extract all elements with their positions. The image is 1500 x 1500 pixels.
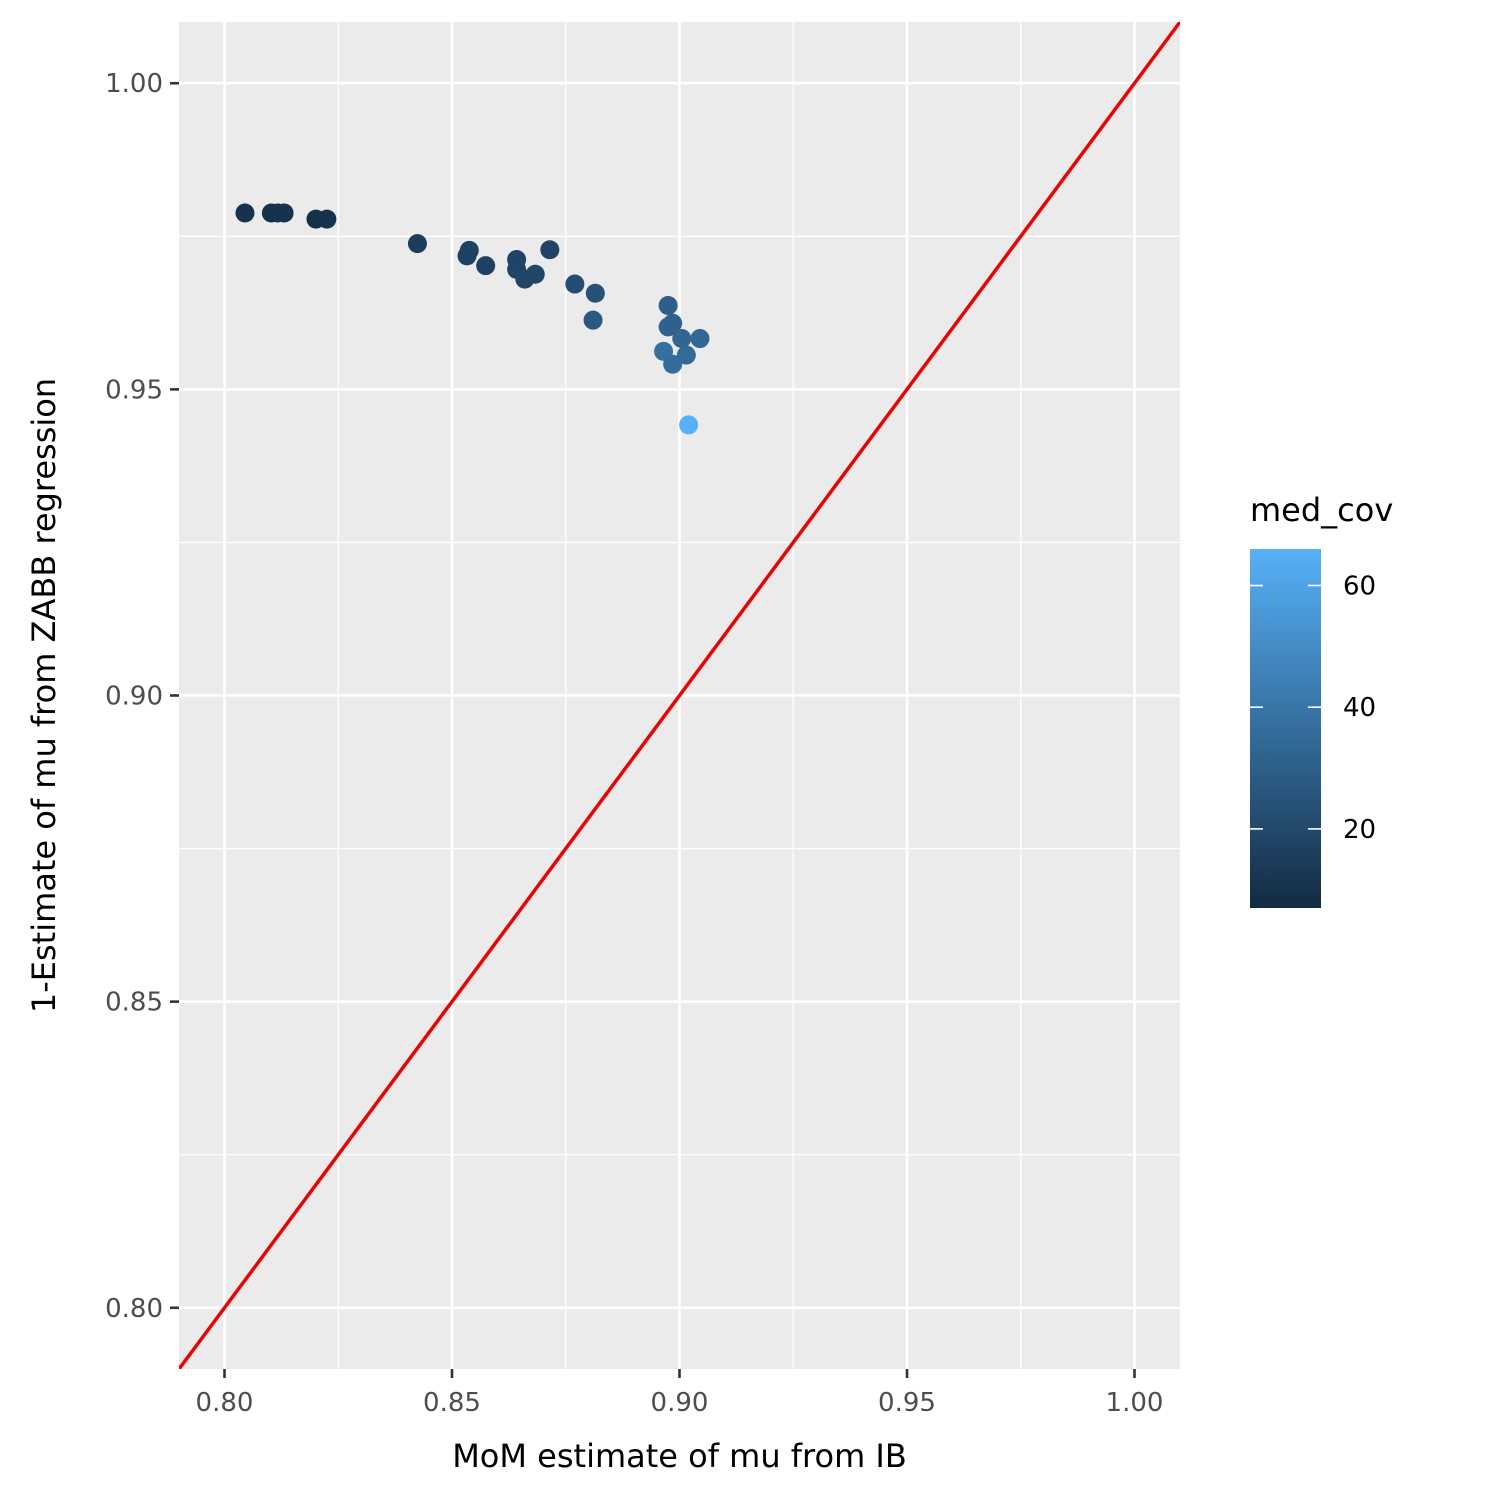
data-point: [476, 256, 496, 276]
y-tick-label: 0.80: [105, 1294, 163, 1324]
data-point: [585, 283, 605, 303]
y-axis-title: 1-Estimate of mu from ZABB regression: [25, 378, 63, 1013]
x-tick-label: 0.90: [651, 1388, 709, 1418]
legend-tick-label: 20: [1343, 815, 1376, 845]
x-axis-title: MoM estimate of mu from IB: [452, 1437, 907, 1475]
x-tick-label: 0.85: [423, 1388, 481, 1418]
data-point: [663, 354, 683, 374]
data-point: [679, 415, 699, 435]
legend-tick-label: 60: [1343, 572, 1376, 602]
color-legend: med_cov 20 40 60: [1250, 491, 1393, 908]
data-point: [672, 329, 692, 349]
data-point: [663, 313, 683, 333]
x-tick-label: 1.00: [1106, 1388, 1164, 1418]
y-tick-label: 0.85: [105, 988, 163, 1018]
data-point: [274, 203, 294, 223]
x-tick-label: 0.95: [878, 1388, 936, 1418]
x-tick-label: 0.80: [196, 1388, 254, 1418]
legend-ticks: 20 40 60: [1250, 572, 1376, 845]
data-point: [658, 295, 678, 315]
legend-tick-label: 40: [1343, 693, 1376, 723]
scatter-points: [235, 203, 710, 435]
y-tick-label: 0.95: [105, 375, 163, 405]
legend-title: med_cov: [1250, 491, 1393, 529]
data-point: [540, 240, 560, 260]
data-point: [565, 274, 585, 294]
legend-colorbar: [1250, 549, 1321, 908]
identity-reference-line: [179, 22, 1180, 1369]
data-point: [317, 209, 337, 229]
data-point: [676, 345, 696, 365]
data-point: [525, 264, 545, 284]
y-tick-label: 1.00: [105, 69, 163, 99]
y-tick-label: 0.90: [105, 682, 163, 712]
data-point: [235, 203, 255, 223]
data-point: [457, 246, 477, 266]
data-point: [690, 329, 710, 349]
data-point: [407, 234, 427, 254]
data-point: [583, 310, 603, 330]
x-axis: 0.80 0.85 0.90 0.95 1.00: [196, 1369, 1164, 1418]
y-axis: 0.80 0.85 0.90 0.95 1.00: [105, 69, 179, 1324]
